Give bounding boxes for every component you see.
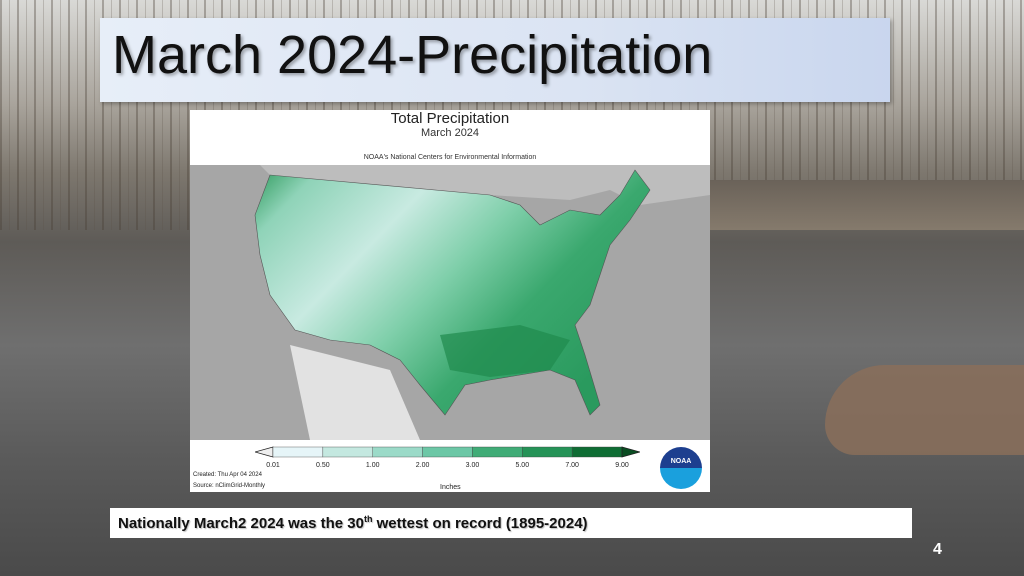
legend-swatch [372, 446, 423, 458]
slide-title: March 2024-Precipitation [112, 25, 713, 85]
mexico-region [290, 345, 420, 440]
map-area [190, 165, 710, 440]
legend-tick-label: 2.00 [415, 462, 430, 469]
legend-arrow-high [621, 446, 640, 458]
legend-swatch [272, 446, 324, 458]
data-source: Source: nClimGrid-Monthly [193, 483, 266, 489]
legend-swatch [472, 446, 523, 458]
legend-swatch [422, 446, 473, 458]
legend-swatch [571, 446, 623, 458]
legend-tick-label: 5.00 [515, 462, 530, 469]
legend-swatch [522, 446, 573, 458]
caption-text: Nationally March2 2024 was the 30th wett… [118, 514, 588, 532]
noaa-logo-text: NOAA [670, 458, 692, 465]
slide-title-box: March 2024-Precipitation [100, 18, 890, 102]
legend-tick-label: 1.00 [365, 462, 380, 469]
background-shore [825, 365, 1024, 455]
background-riverbank [710, 180, 1024, 230]
created-date: Created: Thu Apr 04 2024 [193, 472, 262, 478]
map-title: Total Precipitation [390, 110, 510, 127]
southeast-wet-region [440, 325, 570, 377]
legend-tick-label: 3.00 [465, 462, 480, 469]
map-organization: NOAA's National Centers for Environmenta… [363, 154, 537, 161]
legend-ticks: 0.01 0.50 1.00 2.00 3.00 5.00 7.00 9.00 [190, 462, 710, 472]
caption-superscript: th [363, 514, 373, 524]
legend-tick-label: 9.00 [615, 462, 629, 469]
page-number: 4 [933, 541, 942, 558]
legend-tick-label: 7.00 [565, 462, 579, 469]
legend-swatch [322, 446, 373, 458]
legend-tick-label: 0.50 [316, 462, 330, 469]
legend-tick-label: 0.01 [266, 462, 280, 469]
map-subtitle: March 2024 [420, 127, 480, 139]
legend-arrow-low [255, 446, 274, 458]
caption-prefix: Nationally March2 2024 was the 30 [118, 515, 364, 532]
legend-units: Inches [440, 484, 461, 491]
caption-box: Nationally March2 2024 was the 30th wett… [110, 508, 912, 538]
legend-colorbar [255, 446, 640, 458]
precipitation-map: Total Precipitation March 2024 NOAA's Na… [190, 110, 710, 492]
caption-suffix: wettest on record (1895-2024) [372, 515, 588, 532]
canada-region [260, 165, 710, 205]
noaa-logo: NOAA [660, 447, 702, 489]
